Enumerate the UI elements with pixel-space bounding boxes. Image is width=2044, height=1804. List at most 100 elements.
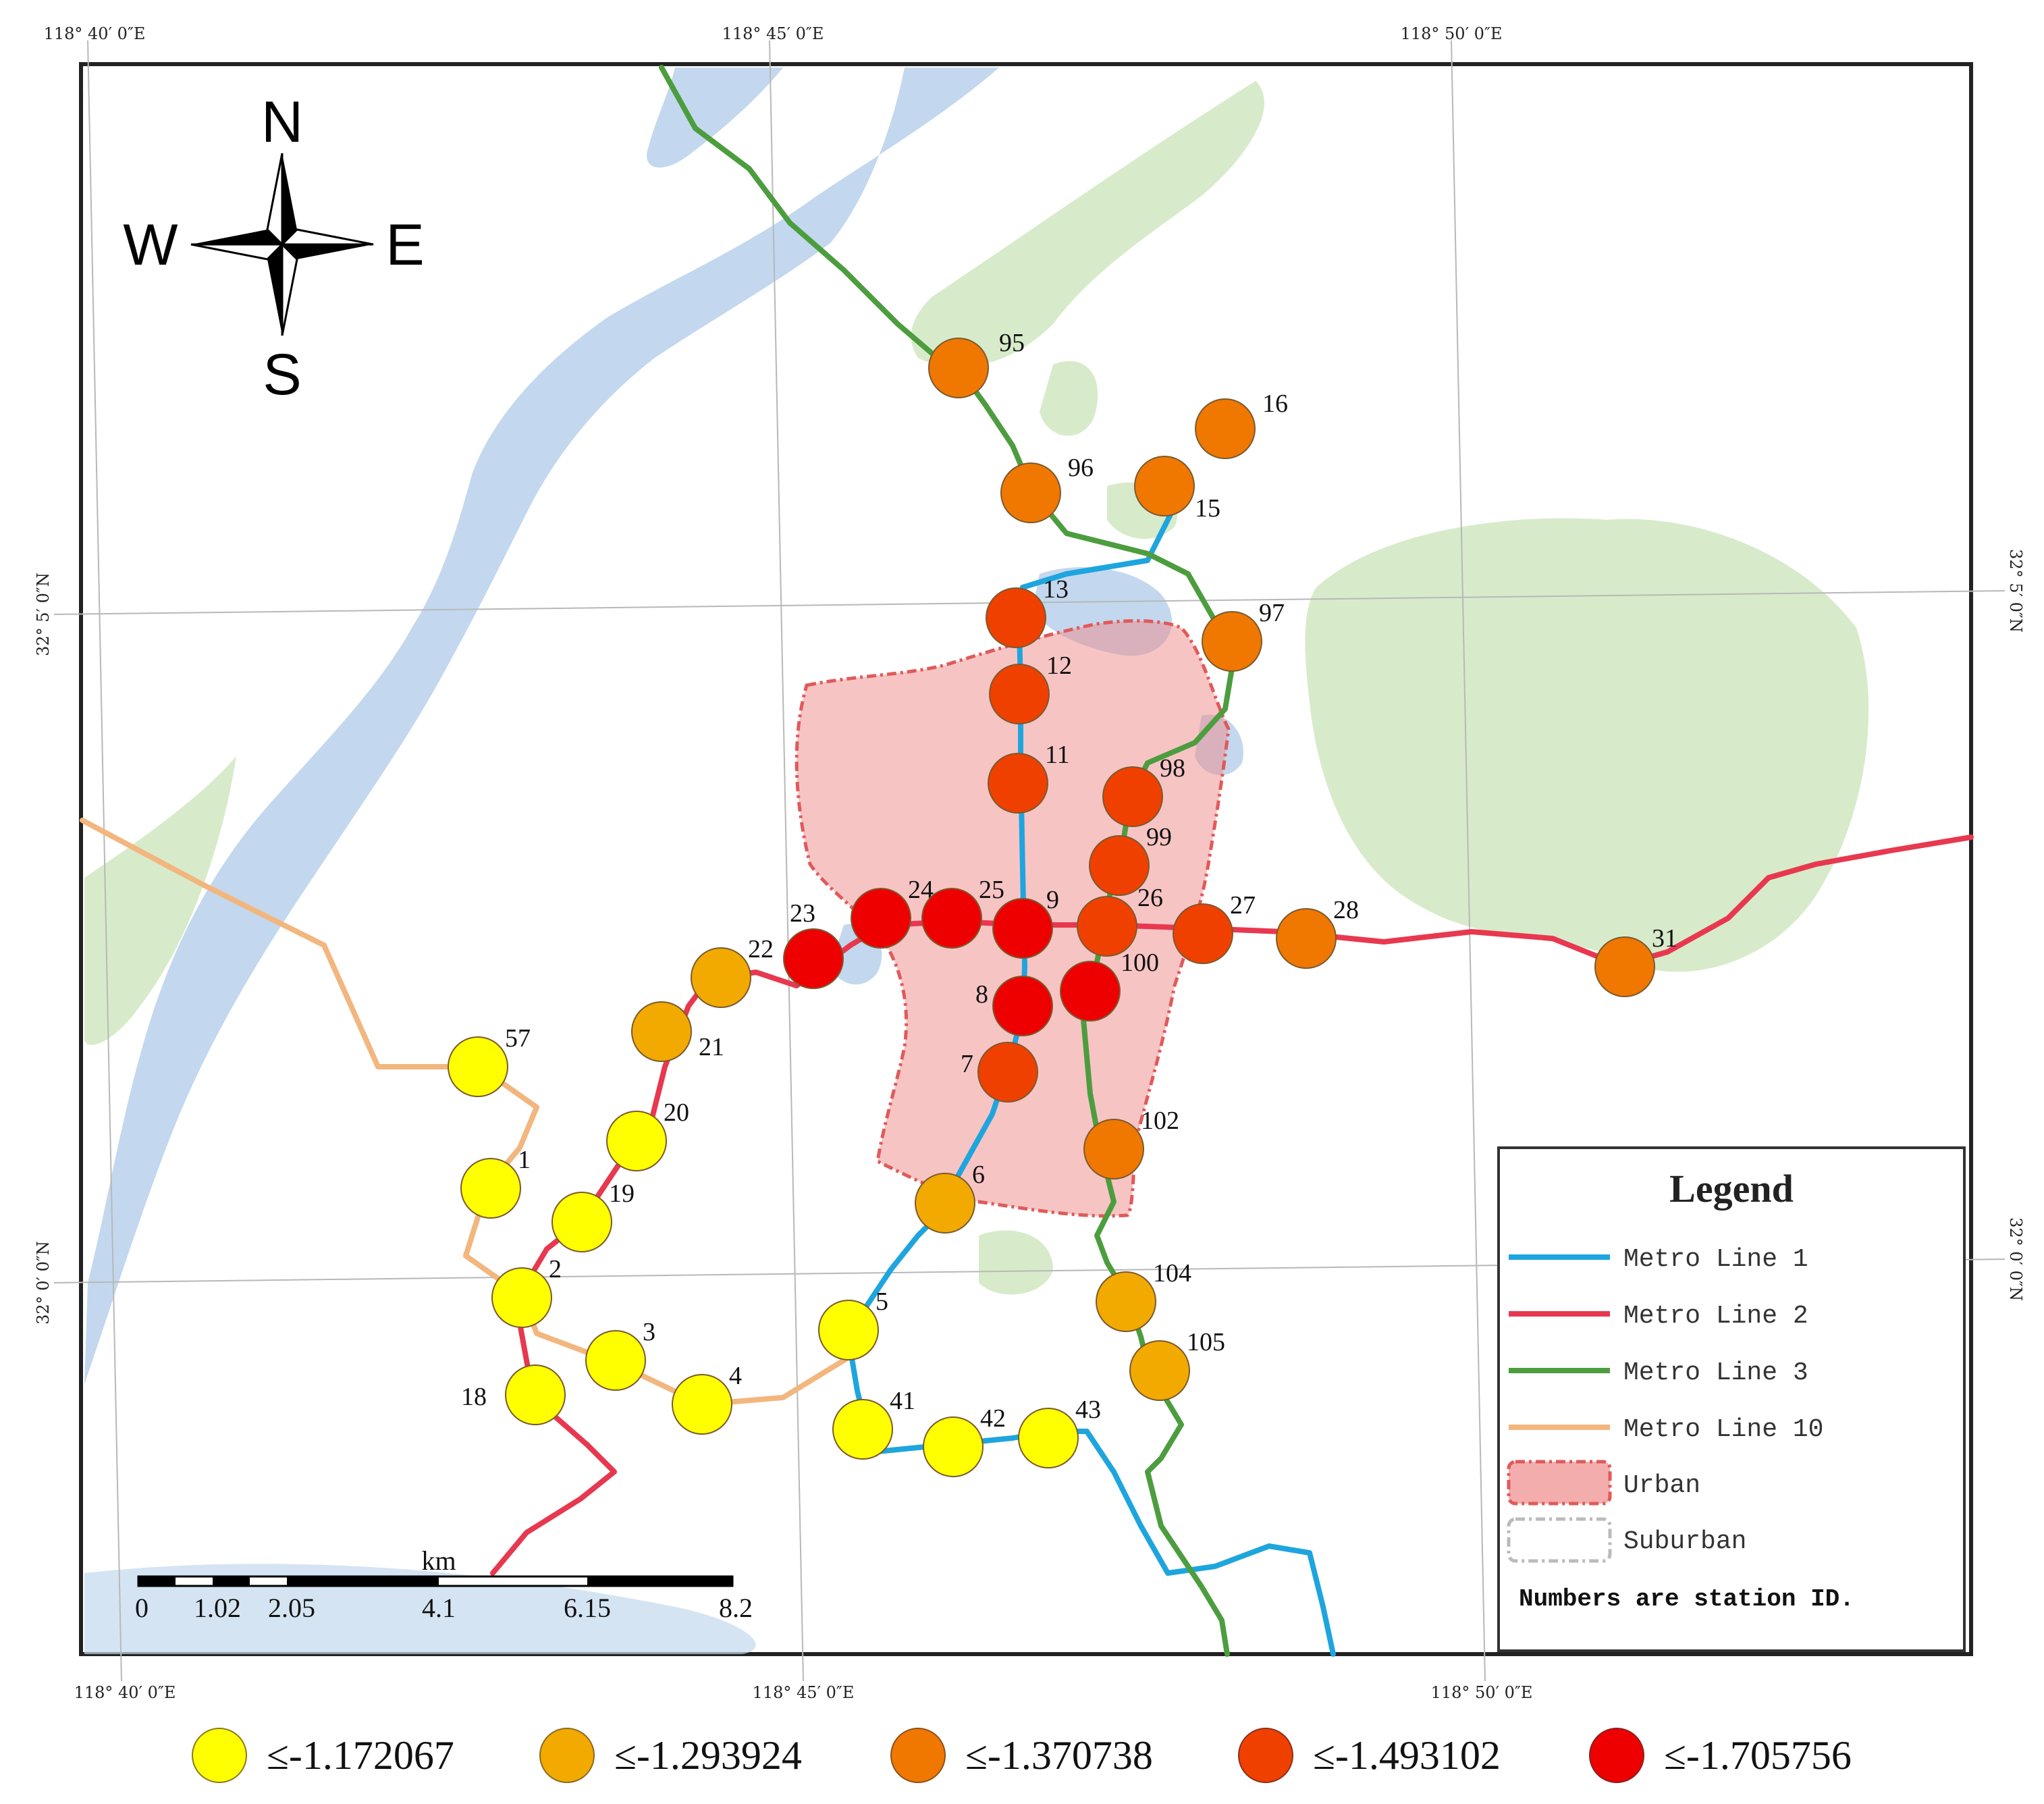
legend-swatch-urban — [1507, 1460, 1612, 1506]
station-label-23: 23 — [790, 899, 815, 928]
legend-label-line-10: Metro Line 10 — [1623, 1415, 1823, 1444]
station-marker-28 — [1276, 908, 1337, 969]
station-marker-99 — [1089, 835, 1150, 896]
station-7: 7 — [961, 1042, 1038, 1103]
station-22: 22 — [691, 935, 774, 1008]
station-label-28: 28 — [1333, 896, 1359, 924]
legend-label-urban: Urban — [1623, 1471, 1700, 1500]
station-41: 41 — [832, 1387, 915, 1460]
scale-bar: km 0 1.02 2.05 4.1 6.15 8.2 — [135, 1545, 753, 1623]
station-11: 11 — [988, 741, 1070, 814]
station-marker-27 — [1173, 903, 1233, 964]
station-label-57: 57 — [505, 1024, 531, 1053]
station-96: 96 — [1000, 454, 1094, 523]
class-label-4: ≤-1.493102 — [1313, 1733, 1501, 1778]
station-label-97: 97 — [1259, 599, 1285, 627]
station-marker-19 — [552, 1192, 612, 1252]
compass-e: E — [385, 213, 424, 277]
station-19: 19 — [552, 1179, 635, 1252]
station-marker-8 — [992, 976, 1053, 1036]
station-label-22: 22 — [748, 935, 774, 963]
station-28: 28 — [1276, 896, 1359, 969]
station-label-31: 31 — [1652, 924, 1677, 953]
station-105: 105 — [1129, 1328, 1225, 1401]
station-5: 5 — [818, 1288, 888, 1360]
station-marker-7 — [977, 1042, 1038, 1103]
station-label-21: 21 — [699, 1033, 724, 1061]
station-marker-95 — [928, 338, 989, 398]
scale-tick-3: 4.1 — [422, 1593, 456, 1623]
coord-top-1: 118° 40′ 0″E — [44, 24, 146, 43]
station-label-42: 42 — [980, 1404, 1006, 1433]
station-marker-26 — [1077, 896, 1137, 957]
station-marker-23 — [783, 928, 844, 989]
station-marker-24 — [851, 888, 911, 949]
station-marker-3 — [585, 1330, 646, 1391]
station-marker-102 — [1083, 1119, 1144, 1179]
station-label-16: 16 — [1262, 390, 1288, 418]
coord-left-2: 32° 0′ 0″N — [34, 1241, 53, 1325]
station-marker-2 — [491, 1267, 552, 1328]
station-label-13: 13 — [1043, 575, 1069, 604]
station-label-4: 4 — [729, 1362, 742, 1390]
station-8: 8 — [975, 976, 1053, 1036]
station-marker-13 — [986, 587, 1046, 648]
coordinate-labels: 118° 40′ 0″E 118° 45′ 0″E 118° 50′ 0″E 1… — [34, 24, 2025, 1702]
coord-top-3: 118° 50′ 0″E — [1401, 24, 1503, 43]
station-label-102: 102 — [1141, 1107, 1179, 1135]
compass-w: W — [123, 213, 178, 277]
station-marker-100 — [1060, 961, 1121, 1022]
class-swatch-3 — [890, 1728, 946, 1783]
station-marker-18 — [505, 1364, 566, 1425]
station-label-9: 9 — [1046, 886, 1059, 914]
station-3: 3 — [585, 1318, 655, 1391]
station-label-6: 6 — [972, 1161, 985, 1189]
station-27: 27 — [1173, 891, 1256, 964]
coord-right-2: 32° 0′ 0″N — [2006, 1217, 2025, 1301]
class-swatch-5 — [1589, 1728, 1644, 1783]
station-4: 4 — [672, 1362, 742, 1435]
station-label-2: 2 — [549, 1255, 562, 1283]
station-label-11: 11 — [1045, 741, 1070, 769]
station-98: 98 — [1102, 754, 1185, 827]
coord-bottom-2: 118° 45′ 0″E — [753, 1683, 855, 1702]
station-2: 2 — [491, 1255, 562, 1328]
station-marker-22 — [691, 947, 751, 1008]
station-label-5: 5 — [876, 1288, 888, 1316]
legend-label-line-3: Metro Line 3 — [1623, 1358, 1808, 1387]
station-marker-31 — [1594, 936, 1655, 997]
compass: N S E W — [123, 90, 424, 407]
station-label-99: 99 — [1146, 823, 1172, 851]
station-marker-98 — [1102, 766, 1163, 827]
station-16: 16 — [1195, 390, 1288, 459]
station-99: 99 — [1089, 823, 1172, 896]
station-102: 102 — [1083, 1107, 1179, 1179]
station-marker-11 — [988, 753, 1048, 814]
station-marker-21 — [631, 1001, 692, 1062]
class-label-5: ≤-1.705756 — [1664, 1733, 1852, 1778]
coord-bottom-3: 118° 50′ 0″E — [1431, 1683, 1533, 1702]
station-23: 23 — [783, 899, 844, 989]
station-label-41: 41 — [890, 1387, 915, 1415]
station-marker-4 — [672, 1374, 732, 1435]
station-24: 24 — [851, 876, 934, 949]
station-marker-6 — [915, 1173, 975, 1233]
station-label-19: 19 — [609, 1179, 635, 1208]
station-marker-16 — [1195, 398, 1256, 459]
station-marker-57 — [448, 1036, 508, 1097]
station-97: 97 — [1202, 599, 1285, 672]
legend-swatch-suburban — [1507, 1517, 1612, 1563]
station-31: 31 — [1594, 924, 1677, 997]
legend-label-line-2: Metro Line 2 — [1623, 1302, 1808, 1331]
station-104: 104 — [1096, 1259, 1191, 1332]
station-marker-104 — [1096, 1271, 1156, 1332]
station-95: 95 — [928, 329, 1025, 398]
coord-right-1: 32° 5′ 0″N — [2006, 549, 2025, 633]
station-6: 6 — [915, 1161, 985, 1233]
station-marker-5 — [818, 1300, 879, 1360]
station-9: 9 — [992, 886, 1059, 959]
station-label-104: 104 — [1153, 1259, 1191, 1288]
station-12: 12 — [989, 652, 1072, 724]
station-marker-9 — [992, 898, 1053, 959]
